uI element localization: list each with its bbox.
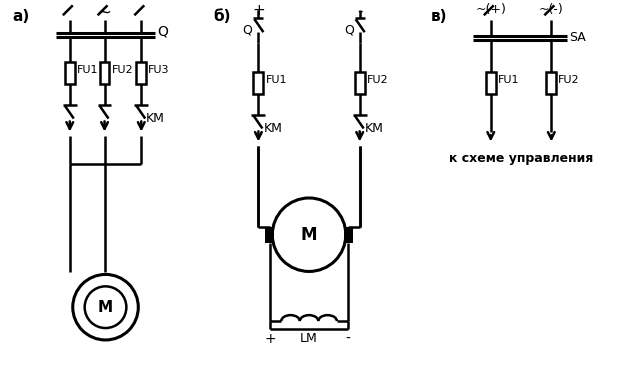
Text: FU1: FU1 [77, 65, 98, 75]
Bar [254, 72, 263, 94]
Text: -: - [346, 332, 350, 346]
Text: ~(+): ~(+) [475, 4, 506, 16]
Text: FU3: FU3 [148, 65, 170, 75]
Text: в): в) [431, 9, 448, 24]
Text: M: M [301, 226, 317, 244]
Text: LM: LM [300, 332, 318, 345]
Text: KM: KM [364, 122, 384, 135]
Text: Q: Q [344, 24, 354, 37]
Text: M: M [98, 300, 113, 315]
Bar [344, 227, 353, 243]
Bar [136, 62, 146, 84]
Text: FU2: FU2 [111, 65, 133, 75]
Text: а): а) [12, 9, 29, 24]
Text: FU1: FU1 [498, 75, 519, 85]
Bar [100, 62, 109, 84]
Text: Q: Q [242, 24, 252, 37]
Text: -: - [357, 4, 363, 18]
Text: KM: KM [263, 122, 282, 135]
Bar [546, 72, 556, 94]
Bar [65, 62, 75, 84]
Text: ~(-): ~(-) [539, 4, 563, 16]
Text: FU2: FU2 [558, 75, 580, 85]
Text: FU2: FU2 [366, 75, 388, 85]
Text: +: + [252, 4, 265, 18]
Text: SA: SA [569, 31, 586, 44]
Text: FU1: FU1 [265, 75, 287, 85]
Text: +: + [264, 332, 275, 346]
Text: KM: KM [146, 112, 165, 125]
Bar [355, 72, 364, 94]
Bar [486, 72, 495, 94]
Text: б): б) [214, 9, 232, 24]
Text: Q: Q [157, 24, 168, 38]
Text: ~: ~ [97, 4, 111, 21]
Bar [265, 227, 274, 243]
Text: к схеме управления: к схеме управления [449, 152, 593, 165]
